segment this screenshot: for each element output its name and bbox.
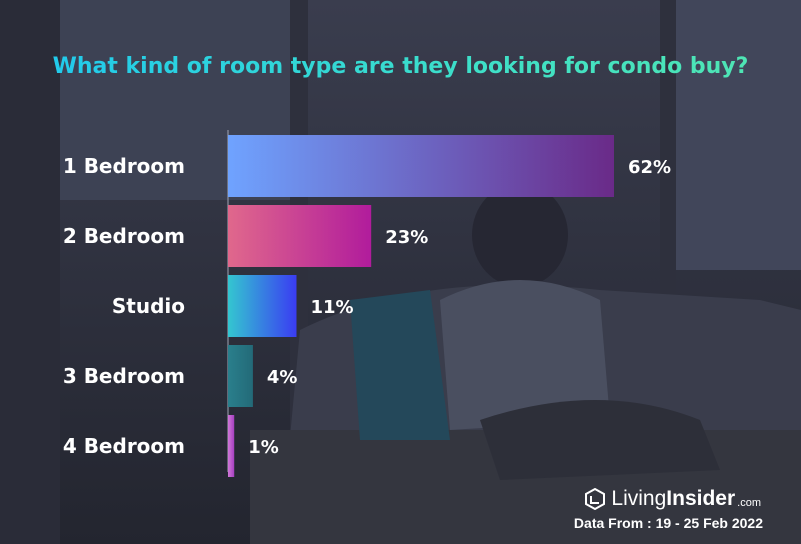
category-label-studio: Studio	[112, 294, 185, 318]
category-label-2-bedroom: 2 Bedroom	[63, 224, 185, 248]
category-label-3-bedroom: 3 Bedroom	[63, 364, 185, 388]
brand-living-text: Living	[611, 487, 667, 510]
brand-insider-text: Insider	[666, 487, 736, 510]
value-label-1-bedroom: 62%	[628, 157, 671, 178]
bar-studio	[228, 275, 297, 337]
bar-2-bedroom	[228, 205, 372, 267]
value-label-2-bedroom: 23%	[385, 227, 428, 248]
value-label-4-bedroom: 1%	[248, 437, 279, 458]
brand-com-text: .com	[737, 497, 761, 509]
bar-4-bedroom	[228, 415, 235, 477]
living-insider-logo-icon	[585, 488, 606, 510]
data-source-note: Data From : 19 - 25 Feb 2022	[573, 515, 763, 531]
category-label-4-bedroom: 4 Bedroom	[63, 434, 185, 458]
chart-title: What kind of room type are they looking …	[0, 54, 801, 79]
bar-1-bedroom	[228, 135, 614, 197]
category-label-1-bedroom: 1 Bedroom	[63, 154, 185, 178]
value-label-3-bedroom: 4%	[267, 367, 298, 388]
brand-logo: Living Insider .com	[585, 487, 761, 511]
bar-3-bedroom	[228, 345, 253, 407]
value-label-studio: 11%	[310, 297, 353, 318]
